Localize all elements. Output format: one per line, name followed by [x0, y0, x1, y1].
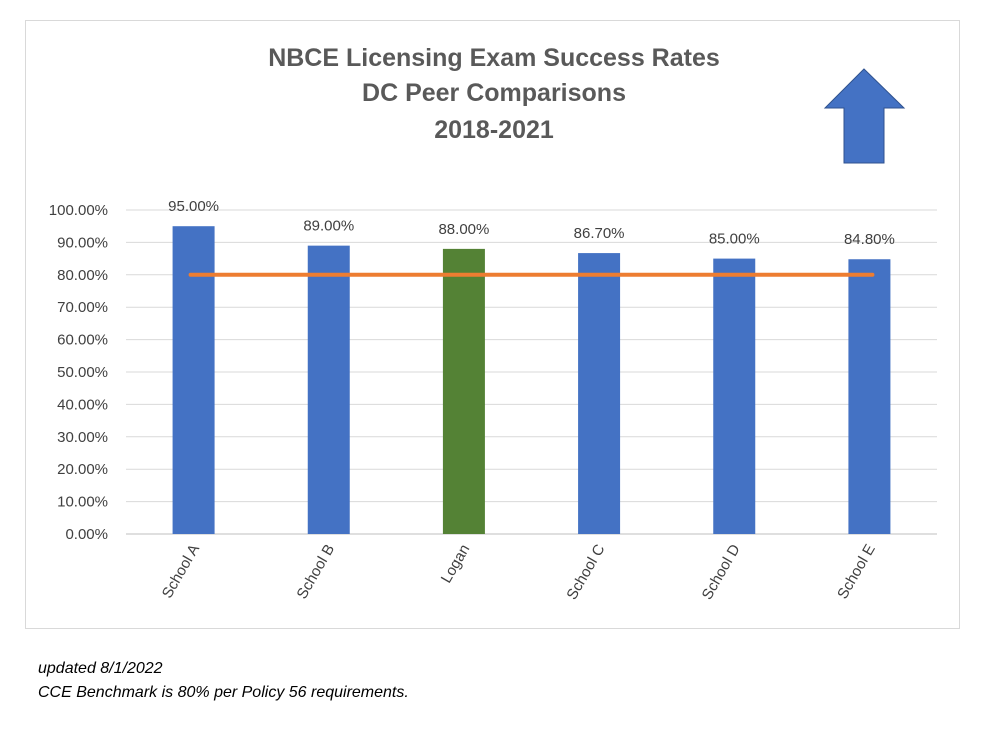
- y-tick-label: 60.00%: [57, 332, 108, 349]
- bar-school-c: [578, 253, 621, 535]
- chart-frame: NBCE Licensing Exam Success Rates DC Peer…: [25, 20, 960, 629]
- y-tick-label: 30.00%: [57, 429, 108, 446]
- chart-title-line-1: NBCE Licensing Exam Success Rates: [268, 44, 720, 72]
- footnotes: updated 8/1/2022 CCE Benchmark is 80% pe…: [38, 657, 409, 705]
- data-label: 88.00%: [438, 221, 489, 238]
- up-arrow-icon: [823, 68, 906, 164]
- y-tick-label: 40.00%: [57, 396, 108, 413]
- bar-school-a: [172, 226, 215, 534]
- data-labels: 95.00% 89.00% 88.00% 86.70% 85.00% 84.80%: [168, 198, 895, 248]
- x-tick-label: School E: [834, 542, 879, 603]
- data-label: 95.00%: [168, 198, 219, 215]
- bar-logan: [442, 248, 485, 534]
- y-tick-label: 70.00%: [57, 299, 108, 316]
- x-axis-labels: School A School B Logan School C School D Sch…: [159, 541, 879, 602]
- y-tick-label: 80.00%: [57, 267, 108, 284]
- x-tick-label: School D: [699, 541, 744, 602]
- benchmark-note: CCE Benchmark is 80% per Policy 56 requi…: [38, 684, 409, 701]
- x-tick-label: School B: [293, 542, 338, 603]
- bar-school-d: [713, 258, 756, 534]
- data-label: 85.00%: [709, 231, 760, 248]
- data-label: 84.80%: [844, 231, 895, 248]
- y-tick-label: 50.00%: [57, 364, 108, 381]
- chart-title-line-2: DC Peer Comparisons: [362, 79, 626, 107]
- y-axis-labels: 0.00% 10.00% 20.00% 30.00% 40.00% 50.00% 60.00…: [49, 202, 108, 543]
- bar-school-b: [307, 245, 350, 534]
- x-tick-label: School C: [563, 541, 608, 602]
- chart-title: NBCE Licensing Exam Success Rates DC Peer…: [268, 44, 720, 144]
- updated-note: updated 8/1/2022: [38, 660, 163, 677]
- data-label: 86.70%: [574, 225, 625, 242]
- data-label: 89.00%: [303, 218, 354, 235]
- x-tick-label: School A: [159, 542, 203, 602]
- chart-title-line-3: 2018-2021: [434, 116, 554, 144]
- bar-school-e: [848, 259, 891, 534]
- up-arrow-shape: [823, 68, 906, 164]
- bar-chart: NBCE Licensing Exam Success Rates DC Peer…: [49, 44, 937, 603]
- gridlines: [126, 209, 937, 535]
- x-tick-label: Logan: [438, 542, 474, 587]
- y-tick-label: 90.00%: [57, 234, 108, 251]
- y-tick-label: 10.00%: [57, 494, 108, 511]
- y-tick-label: 100.00%: [49, 202, 108, 219]
- bars: [172, 226, 891, 535]
- y-tick-label: 20.00%: [57, 461, 108, 478]
- y-tick-label: 0.00%: [65, 526, 108, 543]
